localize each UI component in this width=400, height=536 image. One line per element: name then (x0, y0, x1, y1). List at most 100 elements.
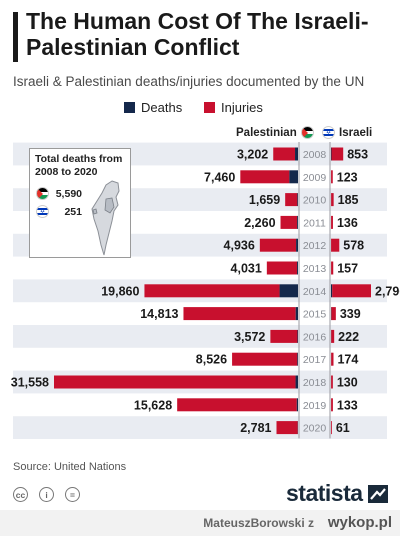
palestinian-value-label: 2,260 (244, 216, 275, 230)
no-derivatives-icon[interactable]: = (65, 487, 80, 502)
year-label: 2011 (303, 217, 326, 229)
israeli-injuries-bar (331, 329, 335, 343)
palestinian-value-label: 1,659 (249, 193, 280, 207)
creative-commons-icon[interactable]: cc (13, 487, 28, 502)
palestinian-deaths-bar (297, 215, 298, 229)
column-header-palestinian-label: Palestinian (236, 126, 297, 139)
legend-deaths-swatch (124, 102, 135, 113)
year-label: 2020 (303, 423, 327, 435)
israeli-injuries-bar (331, 307, 336, 321)
watermark-user: MateuszBorowski z (203, 516, 314, 530)
year-label: 2016 (303, 331, 327, 343)
palestinian-value-label: 4,936 (224, 239, 255, 253)
legend-deaths-label: Deaths (141, 100, 183, 115)
year-label: 2008 (303, 149, 327, 161)
legend-injuries-label: Injuries (221, 100, 263, 115)
palestinian-deaths-bar (295, 307, 298, 321)
page-subtitle: Israeli & Palestinian deaths/injuries do… (13, 74, 365, 89)
palestinian-injuries-bar (285, 193, 298, 207)
israeli-injuries-bar (331, 147, 344, 161)
palestinian-injuries-bar (232, 352, 298, 366)
palestinian-deaths-bar (297, 193, 298, 207)
palestinian-value-label: 19,860 (101, 284, 139, 298)
title-accent-bar (13, 12, 18, 62)
legend-deaths: Deaths (124, 100, 182, 115)
palestinian-value-label: 8,526 (196, 353, 227, 367)
palestinian-deaths-bar (296, 398, 298, 412)
palestinian-value-label: 3,202 (237, 148, 268, 162)
palestine-flag-icon (36, 187, 49, 200)
israel-palestine-map-icon (91, 180, 120, 256)
israeli-injuries-bar (331, 421, 332, 435)
israeli-value-label: 130 (337, 376, 358, 390)
year-label: 2014 (303, 286, 327, 298)
israel-flag-icon: ✡ (36, 205, 49, 218)
israeli-injuries-bar (331, 238, 340, 252)
israeli-value-label: 222 (338, 330, 359, 344)
year-label: 2009 (303, 172, 327, 184)
inset-israeli-row: ✡ 251 (36, 205, 82, 218)
israeli-value-label: 157 (337, 262, 358, 276)
israeli-value-label: 136 (337, 216, 358, 230)
israeli-injuries-bar (332, 284, 371, 298)
year-label: 2013 (303, 263, 327, 275)
israeli-deaths-bar (331, 284, 333, 298)
statista-logo-icon (368, 485, 388, 503)
israeli-injuries-bar (331, 398, 333, 412)
palestinian-injuries-bar (273, 147, 296, 161)
total-deaths-inset: Total deaths from 2008 to 2020 5,590 ✡ 2… (29, 148, 131, 258)
israeli-value-label: 123 (337, 170, 358, 184)
palestinian-injuries-bar (144, 284, 280, 298)
palestinian-injuries-bar (177, 398, 297, 412)
palestinian-deaths-bar (279, 284, 298, 298)
inset-palestinian-row: 5,590 (36, 187, 82, 200)
column-header-palestinian: Palestinian (236, 126, 314, 139)
israeli-value-label: 339 (340, 307, 361, 321)
palestinian-deaths-bar (296, 238, 298, 252)
palestinian-value-label: 14,813 (140, 307, 178, 321)
year-label: 2015 (303, 309, 327, 321)
year-label: 2017 (303, 354, 327, 366)
year-label: 2010 (303, 195, 327, 207)
watermark-bar: MateuszBorowski z wykop.pl (0, 510, 400, 536)
israeli-value-label: 133 (337, 398, 358, 412)
column-header-israeli-label: Israeli (339, 126, 373, 139)
legend-injuries: Injuries (204, 100, 263, 115)
israeli-injuries-bar (331, 261, 334, 275)
israeli-value-label: 2,796 (375, 284, 400, 298)
attribution-icon[interactable]: i (39, 487, 54, 502)
israeli-injuries-bar (331, 215, 333, 229)
palestinian-value-label: 3,572 (234, 330, 265, 344)
inset-israeli-deaths: 251 (64, 205, 82, 218)
wykop-logo[interactable]: wykop.pl (327, 514, 392, 531)
israeli-injuries-bar (331, 193, 334, 207)
israeli-injuries-bar (331, 375, 333, 389)
legend-injuries-swatch (204, 102, 215, 113)
israeli-value-label: 174 (337, 353, 358, 367)
palestinian-injuries-bar (280, 215, 298, 229)
israel-flag-icon: ✡ (322, 126, 335, 139)
israeli-value-label: 853 (347, 148, 368, 162)
row-band (13, 416, 387, 439)
israeli-value-label: 61 (336, 421, 350, 435)
palestinian-deaths-bar (297, 329, 298, 343)
palestinian-injuries-bar (266, 261, 298, 275)
statista-logo[interactable]: statista (286, 480, 363, 506)
inset-palestinian-deaths: 5,590 (55, 187, 82, 200)
palestinian-deaths-bar (295, 375, 298, 389)
source-note: Source: United Nations (13, 461, 127, 473)
palestinian-injuries-bar (183, 307, 296, 321)
palestinian-injuries-bar (240, 170, 290, 184)
palestinian-injuries-bar (54, 375, 296, 389)
palestinian-value-label: 31,558 (11, 376, 49, 390)
israeli-injuries-bar (331, 352, 334, 366)
page-title: The Human Cost Of The Israeli-Palestinia… (26, 8, 369, 60)
column-header-israeli: ✡ Israeli (322, 126, 372, 139)
palestinian-value-label: 2,781 (240, 421, 271, 435)
year-label: 2018 (303, 377, 327, 389)
palestinian-injuries-bar (270, 329, 298, 343)
palestinian-value-label: 7,460 (204, 170, 235, 184)
israeli-value-label: 578 (343, 239, 364, 253)
israeli-injuries-bar (331, 170, 333, 184)
year-label: 2019 (303, 400, 327, 412)
